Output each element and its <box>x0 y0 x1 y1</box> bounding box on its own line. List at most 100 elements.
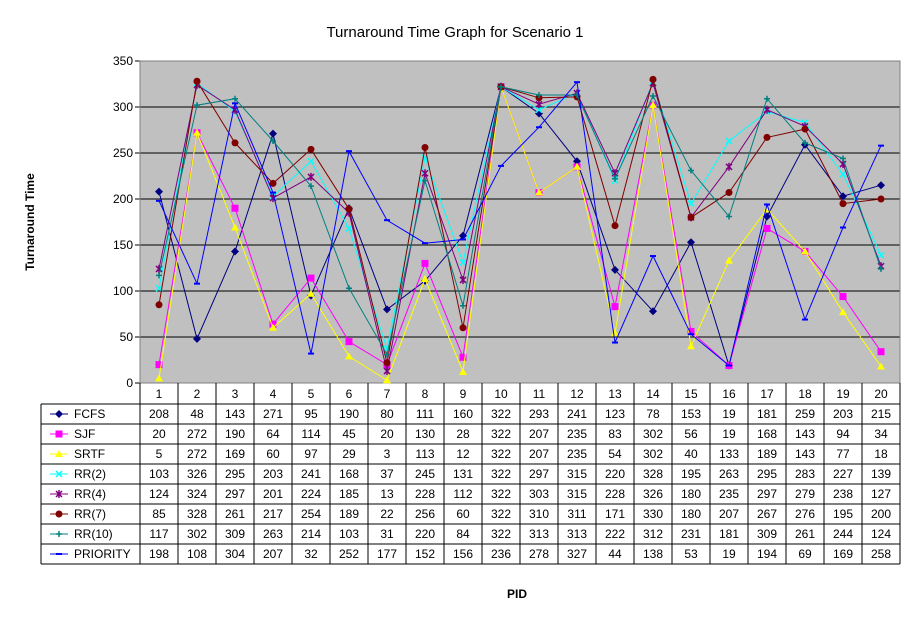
table-cell: 228 <box>605 487 625 501</box>
data-point <box>383 367 391 376</box>
data-point <box>308 183 314 190</box>
data-point <box>839 170 847 178</box>
data-point <box>459 258 467 267</box>
category-label: 4 <box>270 387 277 401</box>
legend-label: RR(2) <box>74 467 106 481</box>
category-label: 2 <box>194 387 201 401</box>
data-point <box>763 105 771 114</box>
data-point <box>498 83 504 90</box>
table-cell: 303 <box>529 487 549 501</box>
data-point <box>345 338 353 346</box>
table-cell: 171 <box>605 507 625 521</box>
data-point <box>573 162 581 170</box>
table-cell: 131 <box>453 467 473 481</box>
y-tick-label: 300 <box>113 100 133 114</box>
table-cell: 235 <box>719 487 739 501</box>
data-point <box>687 200 695 208</box>
table-cell: 312 <box>643 527 663 541</box>
table-cell: 201 <box>263 487 283 501</box>
category-label: 13 <box>608 387 622 401</box>
table-cell: 48 <box>190 407 204 421</box>
table-cell: 207 <box>263 547 283 561</box>
data-point <box>307 172 315 181</box>
series-rr7 <box>155 75 885 367</box>
table-cell: 297 <box>225 487 245 501</box>
data-point <box>459 367 467 375</box>
table-cell: 123 <box>605 407 625 421</box>
table-cell: 138 <box>643 547 663 561</box>
table-cell: 304 <box>225 547 245 561</box>
data-point <box>383 305 391 314</box>
table-cell: 28 <box>456 427 470 441</box>
table-cell: 227 <box>833 467 853 481</box>
table-cell: 313 <box>529 527 549 541</box>
table-cell: 235 <box>567 427 587 441</box>
category-label: 12 <box>570 387 584 401</box>
table-cell: 22 <box>380 507 394 521</box>
data-point <box>56 531 62 537</box>
series-line <box>158 79 882 350</box>
table-cell: 20 <box>380 427 394 441</box>
data-point <box>536 92 542 99</box>
table-cell: 263 <box>263 527 283 541</box>
data-point <box>155 301 163 309</box>
table-cell: 208 <box>149 407 169 421</box>
data-point <box>421 143 429 151</box>
table-cell: 279 <box>795 487 815 501</box>
table-cell: 259 <box>795 407 815 421</box>
data-point <box>839 192 847 201</box>
table-cell: 217 <box>263 507 283 521</box>
table-cell: 222 <box>605 527 625 541</box>
table-cell: 177 <box>377 547 397 561</box>
table-cell: 330 <box>643 507 663 521</box>
chart-title: Turnaround Time Graph for Scenario 1 <box>326 24 583 41</box>
y-tick-label: 100 <box>113 284 133 298</box>
table-cell: 114 <box>301 427 320 441</box>
table-cell: 190 <box>339 407 359 421</box>
data-point <box>877 251 885 259</box>
table-cell: 40 <box>684 447 698 461</box>
table-cell: 54 <box>608 447 622 461</box>
table-cell: 272 <box>187 427 207 441</box>
data-point <box>687 238 695 247</box>
table-cell: 20 <box>152 427 166 441</box>
data-point <box>345 224 353 232</box>
data-point <box>383 359 391 367</box>
table-cell: 295 <box>225 467 245 481</box>
table-cell: 322 <box>491 447 511 461</box>
data-point <box>650 92 656 99</box>
table-cell: 276 <box>795 507 815 521</box>
data-point <box>535 106 543 114</box>
data-point <box>611 265 619 274</box>
category-label: 6 <box>346 387 353 401</box>
table-cell: 160 <box>453 407 473 421</box>
table-cell: 322 <box>491 467 511 481</box>
table-cell: 272 <box>187 447 207 461</box>
table-cell: 156 <box>453 547 473 561</box>
series-line <box>158 81 882 367</box>
data-point <box>345 205 353 213</box>
table-cell: 124 <box>149 487 169 501</box>
table-cell: 322 <box>491 427 511 441</box>
category-label: 16 <box>722 387 736 401</box>
table-cell: 85 <box>152 507 166 521</box>
category-label: 18 <box>798 387 812 401</box>
y-tick-label: 350 <box>113 54 133 68</box>
table-cell: 19 <box>722 427 736 441</box>
table-cell: 139 <box>871 467 891 481</box>
category-label: 20 <box>874 387 888 401</box>
table-cell: 153 <box>681 407 701 421</box>
category-label: 1 <box>156 387 163 401</box>
data-point <box>345 352 353 360</box>
table-cell: 267 <box>757 507 777 521</box>
data-point <box>346 285 352 292</box>
table-cell: 207 <box>529 427 549 441</box>
data-point <box>688 167 694 174</box>
table-cell: 77 <box>836 447 850 461</box>
legend-label: RR(10) <box>74 527 113 541</box>
data-point <box>307 289 315 297</box>
data-point <box>764 95 770 102</box>
table-cell: 322 <box>491 487 511 501</box>
table-cell: 326 <box>643 487 663 501</box>
data-point <box>877 348 885 356</box>
